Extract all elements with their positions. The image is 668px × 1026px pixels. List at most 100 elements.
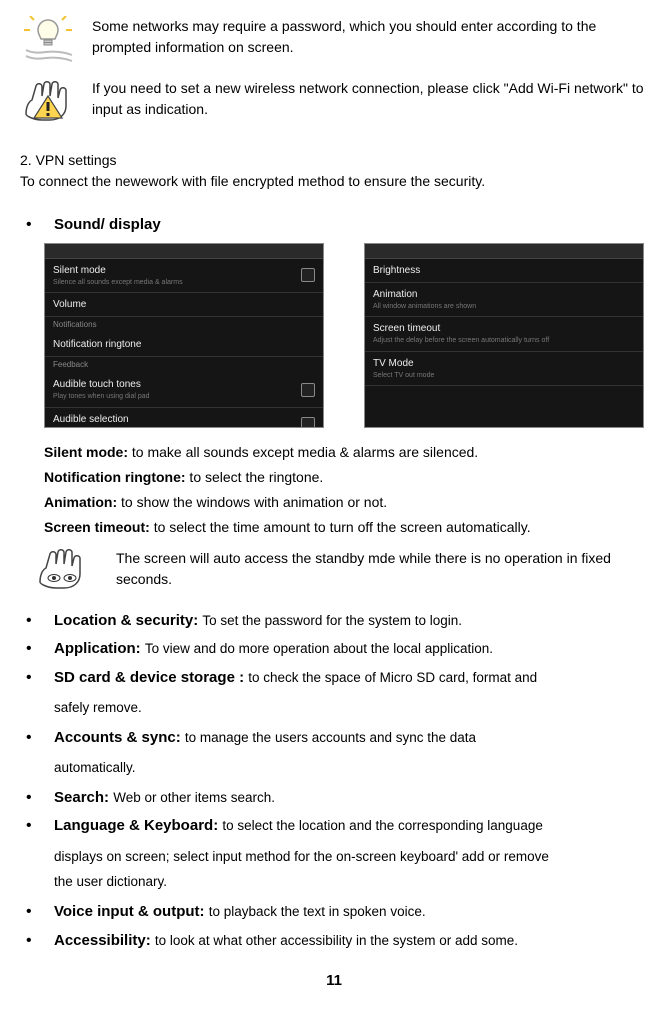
bullet: •	[26, 670, 54, 686]
description-term: Screen timeout:	[44, 519, 150, 535]
description-row: Notification ringtone: to select the rin…	[44, 467, 648, 488]
checkbox-icon	[301, 268, 315, 282]
settings-item-desc: To set the password for the system to lo…	[202, 613, 462, 628]
description-term: Notification ringtone:	[44, 469, 186, 485]
screenshot-item-label: Volume	[53, 299, 86, 310]
tip-note: Some networks may require a password, wh…	[20, 16, 648, 66]
settings-item-content: Voice input & output: to playback the te…	[54, 901, 648, 924]
screenshot-item-sub: Play tones when using dial pad	[53, 392, 150, 403]
screenshot-item-label: Brightness	[373, 265, 420, 276]
vpn-section: 2. VPN settings To connect the newework …	[20, 150, 648, 192]
settings-item-desc-cont: displays on screen; select input method …	[54, 844, 648, 870]
checkbox-icon	[301, 383, 315, 397]
description-desc: to select the ringtone.	[186, 469, 324, 485]
description-desc: to show the windows with animation or no…	[117, 494, 387, 510]
screenshot-item-sub: Select TV out mode	[373, 371, 434, 382]
screenshot-item: Audible selection Play sound when making …	[45, 408, 323, 428]
bullet: •	[26, 790, 54, 806]
warning-note: If you need to set a new wireless networ…	[20, 78, 648, 128]
settings-item-title: Voice input & output:	[54, 903, 209, 920]
description-desc: to make all sounds except media & alarms…	[128, 444, 478, 460]
settings-item-desc: to manage the users accounts and sync th…	[185, 730, 476, 745]
screenshot-item-sub: Adjust the delay before the screen autom…	[373, 336, 549, 347]
description-row: Animation: to show the windows with anim…	[44, 492, 648, 513]
screenshot-item: Screen timeout Adjust the delay before th…	[365, 317, 643, 352]
sound-display-heading-row: • Sound/ display	[26, 214, 648, 237]
description-term: Animation:	[44, 494, 117, 510]
bullet: •	[26, 933, 54, 949]
warning-hand-icon	[20, 78, 80, 128]
sound-display-heading: Sound/ display	[54, 214, 161, 237]
settings-item-content: Search: Web or other items search.	[54, 787, 648, 810]
bullet: •	[26, 818, 54, 834]
screenshot-item: Audible touch tones Play tones when using…	[45, 373, 323, 408]
standby-text: The screen will auto access the standby …	[116, 548, 648, 590]
settings-item-desc: Web or other items search.	[113, 790, 275, 805]
screenshot-item: TV ModeSelect TV out mode	[365, 352, 643, 387]
sound-display-descriptions: Silent mode: to make all sounds except m…	[20, 442, 648, 538]
description-term: Silent mode:	[44, 444, 128, 460]
settings-item-content: Language & Keyboard: to select the locat…	[54, 815, 648, 838]
settings-item-title: SD card & device storage :	[54, 669, 248, 686]
screenshot-item-sub: All window animations are shown	[373, 302, 476, 313]
settings-item-desc: to look at what other accessibility in t…	[155, 933, 518, 948]
settings-item-content: Accessibility: to look at what other acc…	[54, 930, 648, 953]
settings-item: •Search: Web or other items search.	[26, 787, 648, 810]
description-desc: to select the time amount to turn off th…	[150, 519, 531, 535]
screenshot-item: Volume	[45, 293, 323, 317]
screenshot-item-sub: Play sound when making selection	[53, 427, 160, 428]
settings-item-desc: To view and do more operation about the …	[145, 641, 493, 656]
settings-item-desc: to select the location and the correspon…	[222, 818, 542, 833]
screenshot-item-label: Silent mode	[53, 265, 106, 276]
standby-hand-icon	[32, 548, 104, 598]
screenshot-section-label: Feedback	[45, 357, 323, 373]
settings-item-desc-cont: safely remove.	[54, 695, 648, 721]
screenshots-row: Silent mode Silence all sounds except med…	[44, 243, 648, 428]
settings-item-title: Application:	[54, 640, 145, 657]
settings-item-content: Application: To view and do more operati…	[54, 638, 648, 661]
settings-item-title: Accounts & sync:	[54, 729, 185, 746]
settings-item-desc-cont: automatically.	[54, 755, 648, 781]
description-row: Screen timeout: to select the time amoun…	[44, 517, 648, 538]
screenshot-item: Silent mode Silence all sounds except med…	[45, 259, 323, 294]
settings-item-desc: to check the space of Micro SD card, for…	[248, 670, 537, 685]
bullet: •	[26, 904, 54, 920]
settings-item-title: Accessibility:	[54, 932, 155, 949]
checkbox-icon	[301, 417, 315, 427]
bullet: •	[26, 613, 54, 629]
warning-text: If you need to set a new wireless networ…	[92, 78, 648, 120]
screenshot-header	[45, 244, 323, 259]
description-row: Silent mode: to make all sounds except m…	[44, 442, 648, 463]
settings-item-desc-cont: the user dictionary.	[54, 869, 648, 895]
screenshot-header	[365, 244, 643, 259]
screenshot-item-label: Audible selection	[53, 414, 129, 425]
screenshot-item-label: Notification ringtone	[53, 339, 141, 350]
screenshot-item-label: Audible touch tones	[53, 379, 141, 390]
vpn-body: To connect the newework with file encryp…	[20, 171, 648, 192]
sound-settings-screenshot: Silent mode Silence all sounds except med…	[44, 243, 324, 428]
bullet: •	[26, 730, 54, 746]
settings-item: •Accessibility: to look at what other ac…	[26, 930, 648, 953]
settings-item: •Location & security: To set the passwor…	[26, 610, 648, 633]
screenshot-section-label: Notifications	[45, 317, 323, 333]
standby-note: The screen will auto access the standby …	[32, 548, 648, 598]
settings-list: •Location & security: To set the passwor…	[20, 610, 648, 953]
page-number: 11	[20, 970, 648, 993]
settings-item: •Language & Keyboard: to select the loca…	[26, 815, 648, 838]
settings-item: •Application: To view and do more operat…	[26, 638, 648, 661]
lightbulb-icon	[20, 16, 80, 66]
vpn-heading: 2. VPN settings	[20, 150, 648, 171]
screenshot-item-sub: Silence all sounds except media & alarms	[53, 278, 183, 289]
screenshot-item-label: Animation	[373, 289, 417, 300]
screenshot-item: Animation All window animations are shown	[365, 283, 643, 318]
screenshot-item: Brightness	[365, 259, 643, 283]
bullet: •	[26, 217, 54, 233]
settings-item-title: Location & security:	[54, 612, 202, 629]
settings-item: •Accounts & sync: to manage the users ac…	[26, 727, 648, 750]
display-settings-screenshot: Brightness Animation All window animations…	[364, 243, 644, 428]
screenshot-item-label: Screen timeout	[373, 323, 440, 334]
settings-item-desc: to playback the text in spoken voice.	[209, 904, 426, 919]
settings-item-title: Search:	[54, 789, 113, 806]
bullet: •	[26, 641, 54, 657]
settings-item: •Voice input & output: to playback the t…	[26, 901, 648, 924]
